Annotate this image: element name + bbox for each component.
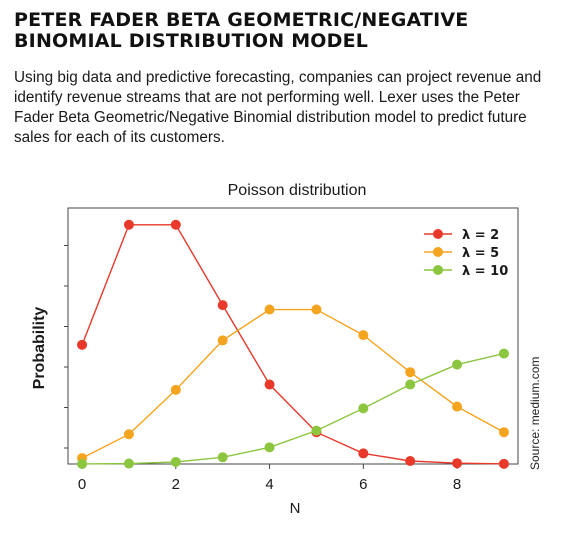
legend-label: λ = 10 bbox=[462, 264, 508, 279]
x-axis-label: N bbox=[290, 500, 301, 517]
data-point bbox=[311, 304, 322, 315]
data-point bbox=[358, 330, 369, 341]
data-point bbox=[452, 401, 463, 412]
legend-marker bbox=[433, 229, 443, 239]
data-point bbox=[264, 379, 275, 390]
x-tick-label: 8 bbox=[453, 476, 461, 493]
data-point bbox=[452, 359, 463, 370]
plot-frame bbox=[67, 207, 519, 465]
data-point bbox=[77, 339, 88, 350]
poisson-chart: Poisson distribution 0 2 4 6 8 N Probability λ =… bbox=[31, 182, 519, 517]
legend-marker bbox=[433, 265, 443, 275]
data-point bbox=[498, 427, 509, 438]
series-line-2 bbox=[82, 352, 505, 465]
data-point bbox=[217, 335, 228, 346]
data-point bbox=[405, 379, 416, 390]
intro-paragraph: Using big data and predictive forecastin… bbox=[14, 69, 542, 146]
x-tick-label: 2 bbox=[172, 476, 180, 493]
chart-container: Poisson distribution 0 2 4 6 8 N Probability λ =… bbox=[0, 170, 565, 541]
x-tick-label: 0 bbox=[78, 476, 86, 493]
data-point bbox=[498, 458, 509, 469]
data-point bbox=[217, 452, 228, 463]
data-point bbox=[77, 458, 88, 469]
series-line-0 bbox=[81, 224, 504, 465]
headline: PETER FADER BETA GEOMETRIC/NEGATIVE BINO… bbox=[14, 9, 469, 52]
data-point bbox=[170, 456, 181, 467]
data-point bbox=[358, 403, 369, 414]
source-credit: Source: medium.com bbox=[528, 356, 542, 470]
data-point bbox=[405, 455, 416, 466]
data-point bbox=[264, 304, 275, 315]
legend-label: λ = 2 bbox=[462, 228, 499, 243]
data-point bbox=[358, 448, 369, 459]
x-tick-label: 4 bbox=[265, 476, 273, 493]
legend-marker bbox=[433, 247, 443, 257]
data-point bbox=[217, 300, 228, 311]
data-point bbox=[498, 348, 509, 359]
data-point bbox=[405, 367, 416, 378]
data-point bbox=[264, 442, 275, 453]
y-axis-label: Probability bbox=[31, 307, 48, 390]
series-line-1 bbox=[81, 308, 505, 459]
data-point bbox=[123, 458, 134, 469]
chart-title: Poisson distribution bbox=[228, 182, 367, 199]
data-point bbox=[311, 425, 322, 436]
data-point bbox=[452, 458, 463, 469]
data-point bbox=[123, 429, 134, 440]
x-tick-label: 6 bbox=[359, 476, 367, 493]
data-point bbox=[170, 384, 181, 395]
data-point bbox=[123, 219, 134, 230]
legend-label: λ = 5 bbox=[462, 246, 499, 261]
data-point bbox=[170, 219, 181, 230]
